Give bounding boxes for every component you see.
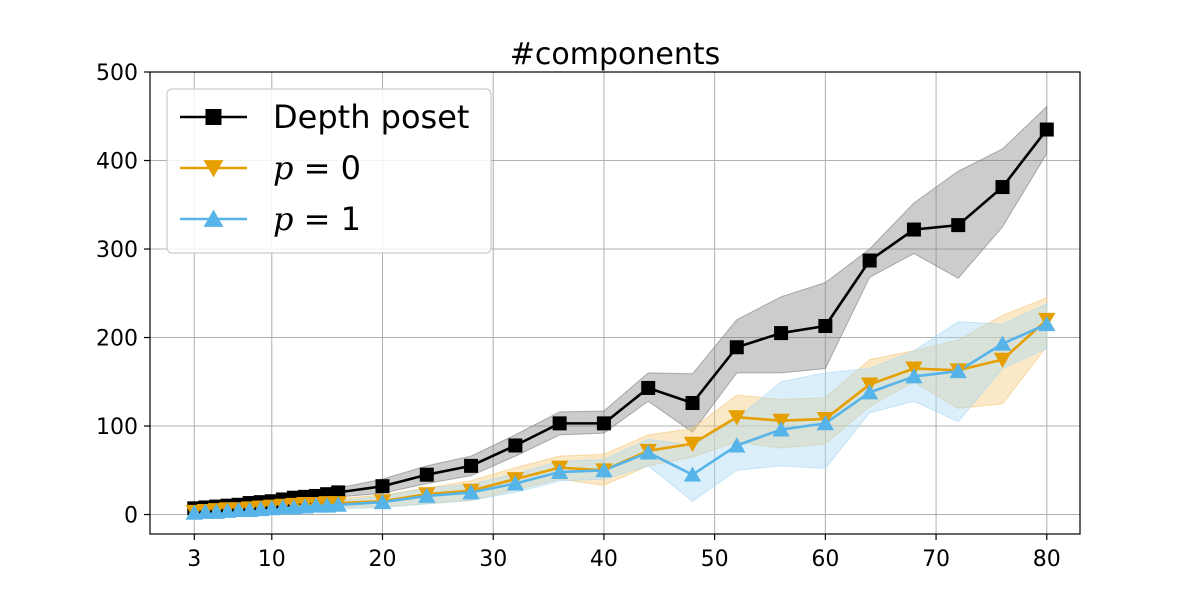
x-tick-label: 80	[1033, 547, 1061, 572]
x-tick-label: 10	[258, 547, 286, 572]
legend-marker-depth-poset	[205, 109, 222, 125]
point-p-1	[1038, 315, 1056, 332]
series-markers	[185, 122, 1056, 521]
point-p-1	[993, 335, 1012, 351]
point-depth-poset	[862, 253, 877, 268]
plot-area-frame	[149, 71, 1081, 535]
point-p-1	[639, 444, 657, 460]
x-tick-label: 30	[479, 547, 507, 572]
x-tick-label: 40	[590, 547, 618, 572]
point-depth-poset	[685, 396, 700, 411]
point-p-1	[462, 484, 480, 500]
point-depth-poset	[906, 222, 921, 237]
point-depth-poset	[818, 319, 833, 334]
point-p-1	[905, 368, 923, 384]
y-tick-label: 100	[96, 415, 138, 440]
point-p-1	[772, 421, 790, 437]
x-tick-label: 3	[187, 547, 201, 572]
chart-title: #components	[510, 37, 720, 72]
point-depth-poset	[774, 326, 789, 341]
point-depth-poset	[641, 380, 656, 395]
point-depth-poset	[1039, 122, 1054, 137]
point-p-1	[329, 496, 347, 512]
point-depth-poset	[995, 180, 1010, 195]
point-depth-poset	[331, 485, 346, 500]
x-axis: 3 10 20 30 40 50 60 70 80	[187, 534, 1061, 572]
point-p-1	[860, 384, 879, 400]
legend-label-value: = 0	[293, 149, 361, 187]
point-p-1	[728, 437, 746, 453]
point-depth-poset	[596, 416, 611, 431]
legend-marker-p-0	[203, 160, 224, 178]
point-p-1	[816, 415, 835, 431]
point-depth-poset	[375, 479, 390, 494]
point-p-1	[506, 475, 525, 491]
point-p-1	[949, 362, 967, 379]
point-depth-poset	[464, 458, 479, 473]
y-axis: 0 100 200 300 400 500	[96, 61, 150, 529]
point-p-1	[595, 462, 613, 478]
point-depth-poset	[508, 438, 523, 453]
legend-label-variable: p	[273, 149, 293, 187]
point-p-1	[550, 463, 569, 479]
legend-label-depth-poset: Depth poset	[273, 98, 469, 136]
point-p-1	[196, 503, 215, 519]
x-tick-label: 70	[922, 547, 950, 572]
point-depth-poset	[729, 340, 744, 355]
y-tick-label: 0	[124, 504, 138, 529]
y-tick-label: 500	[96, 61, 138, 86]
point-p-0	[683, 436, 702, 452]
point-p-1	[274, 499, 292, 515]
x-tick-label: 50	[701, 547, 729, 572]
point-p-0	[728, 410, 746, 426]
grid	[150, 71, 1080, 534]
y-tick-label: 400	[96, 150, 138, 175]
point-depth-poset	[419, 467, 434, 482]
point-depth-poset	[552, 416, 567, 431]
legend-label-value: = 1	[293, 200, 361, 238]
legend-box	[166, 88, 492, 254]
y-tick-label: 200	[96, 327, 138, 352]
x-tick-label: 60	[811, 547, 839, 572]
point-p-1	[683, 466, 702, 482]
x-tick-label: 20	[369, 547, 397, 572]
point-p-1	[418, 487, 436, 503]
legend-marker-p-1	[203, 209, 224, 227]
legend-label-p-0: p = 0	[273, 149, 361, 187]
y-tick-label: 300	[96, 238, 138, 263]
point-depth-poset	[951, 218, 966, 233]
point-p-1	[307, 497, 325, 513]
point-p-1	[373, 493, 392, 510]
point-p-1	[229, 501, 248, 518]
legend-label-variable: p	[273, 200, 293, 238]
point-p-0	[993, 352, 1012, 368]
legend-label-p-1: p = 1	[273, 200, 361, 238]
